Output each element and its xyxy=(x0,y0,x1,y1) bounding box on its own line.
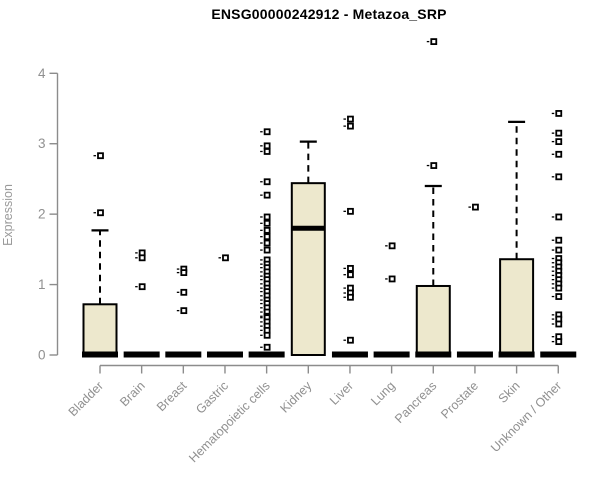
outlier-point-hematopoietic-cells xyxy=(263,233,271,241)
outlier-point-unknown-other xyxy=(555,213,563,221)
x-tick-label-brain: Brain xyxy=(117,379,148,410)
outlier-point-hematopoietic-cells xyxy=(263,226,271,234)
outlier-point-breast xyxy=(180,269,188,277)
outlier-point-liver xyxy=(347,207,354,215)
chart-title: ENSG00000242912 - Metazoa_SRP xyxy=(211,6,447,22)
box-pancreas xyxy=(415,284,451,356)
median-line-skin xyxy=(498,351,535,358)
zero-box-breast xyxy=(165,351,202,358)
zero-box-hematopoietic-cells xyxy=(248,351,285,358)
outlier-point-unknown-other xyxy=(555,110,563,117)
outlier-point-liver xyxy=(347,271,354,279)
outlier-point-hematopoietic-cells xyxy=(263,239,271,247)
median-line-bladder xyxy=(82,351,118,358)
zero-box-unknown-other xyxy=(540,351,577,358)
outlier-point-hematopoietic-cells xyxy=(263,246,271,254)
outlier-point-pancreas xyxy=(430,162,438,169)
outlier-point-hematopoietic-cells xyxy=(263,343,271,351)
zero-box-gastric xyxy=(206,351,243,358)
outlier-point-unknown-other xyxy=(555,293,563,300)
outlier-point-hematopoietic-cells xyxy=(263,331,271,339)
outlier-point-hematopoietic-cells xyxy=(263,142,271,150)
outlier-point-brain xyxy=(138,283,146,291)
y-tick-label: 3 xyxy=(38,136,46,151)
zero-box-prostate xyxy=(456,351,493,358)
x-tick-label-skin: Skin xyxy=(496,379,523,406)
outlier-point-breast xyxy=(180,307,188,315)
outlier-point-unknown-other xyxy=(555,129,563,137)
x-tick-label-hematopoietic-cells: Hematopoietic cells xyxy=(186,379,273,466)
outlier-point-lung xyxy=(388,275,396,283)
outlier-point-unknown-other xyxy=(555,284,563,292)
outlier-point-liver xyxy=(347,264,354,272)
outlier-point-liver xyxy=(347,122,354,130)
outlier-point-bladder xyxy=(97,152,104,160)
x-tick-label-gastric: Gastric xyxy=(193,379,231,417)
box-bladder xyxy=(82,303,118,357)
outlier-point-lung xyxy=(388,242,396,250)
box-kidney xyxy=(290,182,326,356)
outlier-point-hematopoietic-cells xyxy=(263,148,271,155)
outlier-point-unknown-other xyxy=(555,246,563,254)
y-tick-label: 0 xyxy=(38,348,46,363)
outlier-point-unknown-other xyxy=(555,320,563,328)
outlier-point-liver xyxy=(347,336,354,344)
outlier-point-gastric xyxy=(222,254,229,262)
outlier-point-hematopoietic-cells xyxy=(263,191,271,199)
outlier-point-breast xyxy=(180,288,188,296)
outlier-point-hematopoietic-cells xyxy=(263,128,271,136)
outlier-point-hematopoietic-cells xyxy=(263,219,271,227)
outlier-point-brain xyxy=(138,254,146,262)
outlier-point-hematopoietic-cells xyxy=(263,178,271,186)
x-tick-label-breast: Breast xyxy=(154,378,190,414)
zero-box-brain xyxy=(123,351,160,358)
x-tick-label-kidney: Kidney xyxy=(277,378,314,415)
y-tick-label: 1 xyxy=(38,277,46,292)
x-tick-label-pancreas: Pancreas xyxy=(392,379,439,426)
x-tick-label-liver: Liver xyxy=(327,379,356,408)
x-tick-label-lung: Lung xyxy=(368,379,398,409)
outlier-point-unknown-other xyxy=(555,338,563,346)
outlier-point-unknown-other xyxy=(555,173,563,181)
outlier-point-liver xyxy=(347,115,354,123)
zero-box-liver xyxy=(331,351,368,358)
box-skin xyxy=(499,258,535,356)
outlier-point-unknown-other xyxy=(555,236,563,244)
outlier-point-prostate xyxy=(472,203,479,211)
outlier-point-liver xyxy=(347,293,354,301)
outlier-point-pancreas xyxy=(430,38,438,46)
y-tick-label: 4 xyxy=(38,66,46,81)
outlier-point-unknown-other xyxy=(555,150,563,158)
outlier-point-unknown-other xyxy=(555,138,563,146)
x-tick-label-prostate: Prostate xyxy=(438,379,481,422)
x-tick-label-unknown-other: Unknown / Other xyxy=(488,379,564,455)
outlier-point-bladder xyxy=(97,209,104,217)
zero-box-lung xyxy=(373,351,410,358)
median-line-pancreas xyxy=(415,351,452,358)
x-tick-label-bladder: Bladder xyxy=(66,379,106,419)
y-tick-label: 2 xyxy=(38,207,46,222)
outlier-point-hematopoietic-cells xyxy=(263,213,271,221)
